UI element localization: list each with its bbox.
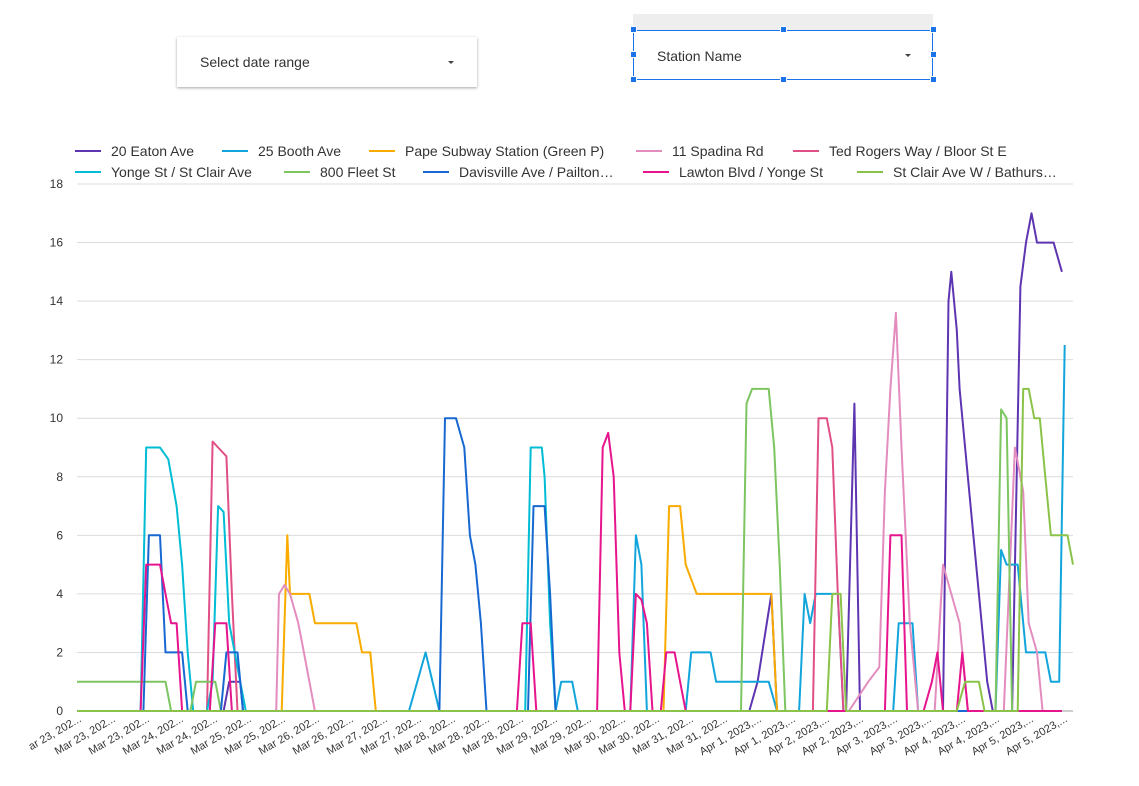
y-tick-label: 12	[50, 353, 64, 367]
control-header-bar	[633, 14, 933, 30]
legend-label: 11 Spadina Rd	[672, 143, 764, 159]
legend-label: St Clair Ave W / Bathurs…	[893, 164, 1057, 180]
y-tick-label: 2	[56, 645, 63, 659]
legend-label: Lawton Blvd / Yonge St	[679, 164, 823, 180]
date-range-label: Select date range	[200, 54, 310, 70]
station-name-dropdown[interactable]: Station Name	[633, 30, 933, 80]
chart-legend: 20 Eaton Ave 25 Booth Ave Pape Subway Stat…	[75, 143, 1057, 180]
series-line	[77, 505, 1062, 712]
y-tick-label: 8	[56, 470, 63, 484]
series-line	[77, 446, 1062, 712]
legend-label: 25 Booth Ave	[258, 143, 341, 159]
resize-handle[interactable]	[930, 26, 937, 33]
y-tick-label: 10	[50, 411, 64, 425]
resize-handle[interactable]	[930, 76, 937, 83]
station-filter-control[interactable]: Station Name	[630, 14, 937, 83]
resize-handle[interactable]	[930, 51, 937, 58]
x-axis: ar 23, 202...Mar 23, 202...Mar 23, 202..…	[27, 713, 1070, 758]
legend-label: 800 Fleet St	[320, 164, 396, 180]
resize-handle[interactable]	[780, 76, 787, 83]
chart-series	[77, 212, 1074, 712]
y-tick-label: 0	[56, 704, 63, 718]
legend-label: Yonge St / St Clair Ave	[111, 164, 252, 180]
resize-handle[interactable]	[630, 26, 637, 33]
legend-label: Ted Rogers Way / Bloor St E	[829, 143, 1007, 159]
line-chart: 20 Eaton Ave 25 Booth Ave Pape Subway Stat…	[27, 143, 1074, 758]
caret-down-icon	[905, 54, 911, 57]
legend-label: Pape Subway Station (Green P)	[405, 143, 604, 159]
y-tick-label: 14	[50, 294, 64, 308]
y-tick-label: 4	[56, 587, 63, 601]
legend-label: 20 Eaton Ave	[111, 143, 194, 159]
series-line	[77, 311, 1062, 712]
date-range-picker[interactable]: Select date range	[177, 37, 477, 87]
resize-handle[interactable]	[630, 51, 637, 58]
y-tick-label: 16	[50, 236, 64, 250]
station-name-label: Station Name	[657, 48, 742, 64]
series-line	[77, 387, 1074, 712]
legend-label: Davisville Ave / Pailton…	[459, 164, 614, 180]
y-tick-label: 18	[50, 177, 64, 191]
y-tick-label: 6	[56, 528, 63, 542]
series-line	[77, 417, 1062, 712]
resize-handle[interactable]	[780, 26, 787, 33]
caret-down-icon	[448, 61, 454, 64]
y-axis: 0 2 4 6 8 10 12 14 16 18	[50, 177, 64, 718]
resize-handle[interactable]	[630, 76, 637, 83]
